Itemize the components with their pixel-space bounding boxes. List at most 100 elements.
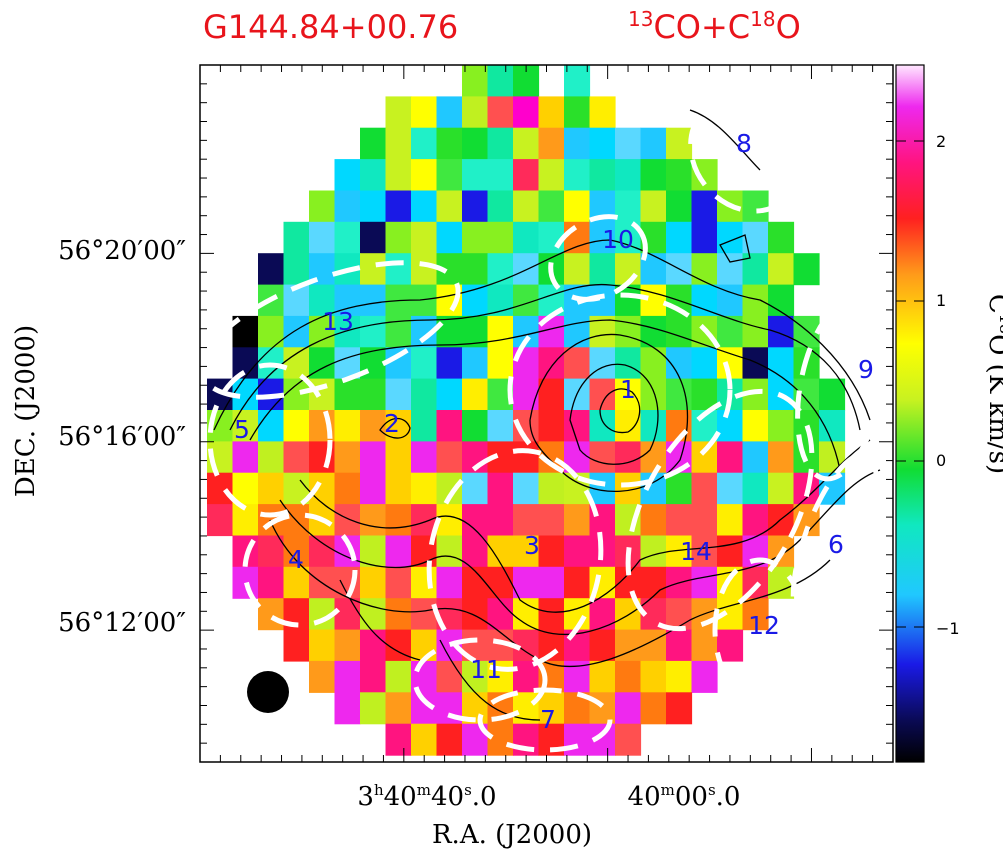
colorbar	[895, 64, 925, 763]
map-pixel	[666, 629, 693, 662]
map-pixel	[768, 253, 795, 286]
map-pixel	[487, 127, 514, 160]
map-pixel	[309, 190, 336, 223]
region-label-11: 11	[470, 655, 502, 684]
map-pixel	[232, 441, 259, 474]
region-label-12: 12	[748, 611, 780, 640]
map-pixel	[589, 660, 616, 693]
map-pixel	[487, 253, 514, 286]
map-pixel	[487, 566, 514, 599]
map-pixel	[207, 472, 234, 505]
map-pixel	[385, 221, 412, 254]
map-pixel	[334, 504, 361, 537]
map-pixel	[564, 347, 591, 380]
map-pixel	[309, 221, 336, 254]
heatmap-pixels	[207, 65, 846, 756]
map-pixel	[717, 410, 744, 442]
map-pixel	[640, 190, 667, 223]
map-pixel	[309, 378, 336, 411]
line-title: 13CO+C18O	[628, 7, 801, 46]
map-pixel	[462, 410, 489, 442]
map-pixel	[717, 253, 744, 286]
map-pixel	[283, 629, 310, 662]
map-pixel	[691, 535, 718, 568]
map-pixel	[360, 660, 387, 693]
x-tick-label-1: 3h40m40s.0	[357, 781, 496, 812]
map-pixel	[793, 253, 820, 286]
map-pixel	[462, 504, 489, 537]
map-pixel	[360, 190, 387, 223]
map-pixel	[462, 253, 489, 286]
map-pixel	[615, 410, 642, 442]
colorbar-tick-neg1: −1	[936, 619, 960, 638]
map-pixel	[360, 378, 387, 411]
y-tick-label-1: 56°20′00″	[58, 236, 186, 266]
map-pixel	[283, 347, 310, 380]
map-pixel	[385, 441, 412, 474]
map-pixel	[615, 127, 642, 160]
map-pixel	[640, 629, 667, 662]
map-pixel	[666, 692, 693, 725]
region-ellipses	[200, 96, 885, 753]
map-pixel	[334, 315, 361, 348]
map-pixel	[487, 159, 514, 192]
map-pixel	[385, 723, 412, 756]
region-label-1: 1	[620, 375, 636, 404]
map-pixel	[691, 190, 718, 223]
map-pixel	[691, 347, 718, 380]
region-label-8: 8	[736, 129, 752, 158]
map-pixel	[564, 127, 591, 160]
map-pixel	[283, 441, 310, 474]
map-pixel	[615, 660, 642, 693]
map-pixel	[564, 504, 591, 537]
map-pixel	[615, 723, 642, 756]
map-pixel	[513, 472, 540, 505]
region-label-14: 14	[680, 537, 712, 566]
map-pixel	[411, 472, 438, 505]
map-pixel	[462, 378, 489, 411]
map-pixel	[589, 629, 616, 662]
map-pixel	[487, 221, 514, 254]
colorbar-tick-1: 1	[936, 291, 946, 310]
map-pixel	[589, 96, 616, 129]
map-pixel	[666, 315, 693, 348]
map-pixel	[411, 378, 438, 411]
map-pixel	[309, 284, 336, 317]
map-pixel	[360, 535, 387, 568]
map-pixel	[334, 598, 361, 631]
map-pixel	[691, 566, 718, 599]
map-pixel	[589, 347, 616, 380]
region-label-9: 9	[858, 355, 874, 384]
map-pixel	[564, 96, 591, 129]
map-pixel	[487, 598, 514, 631]
map-pixel	[640, 566, 667, 599]
map-pixel	[538, 566, 565, 599]
map-pixel	[334, 221, 361, 254]
map-pixel	[436, 660, 463, 693]
map-pixel	[334, 378, 361, 411]
map-pixel	[615, 159, 642, 192]
map-pixel	[411, 566, 438, 599]
map-pixel	[564, 535, 591, 568]
contour-path	[339, 579, 421, 661]
map-pixel	[258, 410, 285, 442]
map-pixel	[309, 347, 336, 380]
map-pixel	[411, 598, 438, 631]
map-pixel	[513, 378, 540, 411]
map-pixel	[717, 441, 744, 474]
map-pixel	[564, 253, 591, 286]
region-label-13: 13	[322, 307, 354, 336]
map-pixel	[615, 347, 642, 380]
map-pixel	[666, 504, 693, 537]
map-pixel	[513, 598, 540, 631]
contour-path	[599, 388, 641, 434]
region-ellipse	[477, 687, 613, 753]
map-pixel	[436, 410, 463, 442]
map-pixel	[411, 96, 438, 129]
map-pixel	[487, 284, 514, 317]
map-pixel	[742, 598, 769, 631]
map-pixel	[768, 441, 795, 474]
map-pixel	[436, 535, 463, 568]
map-pixel	[411, 127, 438, 160]
